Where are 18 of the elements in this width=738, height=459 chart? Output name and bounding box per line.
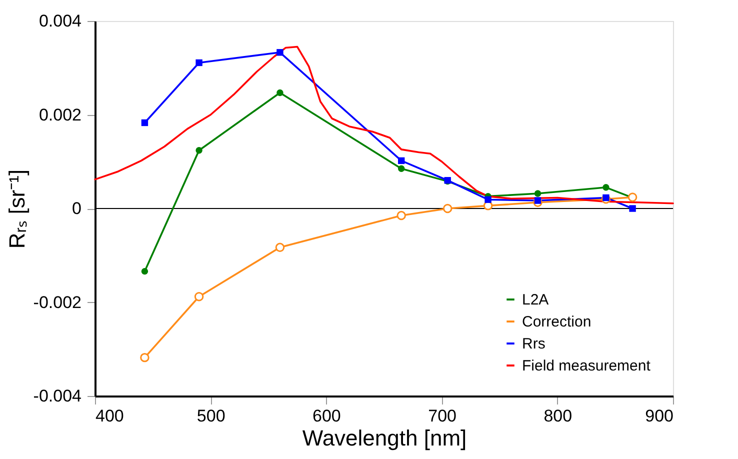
- legend-label: Rrs: [522, 336, 546, 352]
- legend-label: Field measurement: [522, 358, 652, 374]
- y-axis-title: Rᵣₛ [sr⁻¹]: [4, 169, 30, 249]
- x-tick-label: 900: [645, 406, 674, 426]
- legend-label: L2A: [522, 292, 549, 308]
- legend-label: Correction: [522, 314, 592, 330]
- x-tick-label: 700: [428, 406, 456, 426]
- y-tick-label: -0.002: [33, 292, 82, 312]
- x-tick-label: 500: [196, 406, 226, 426]
- x-tick-label: 600: [312, 406, 341, 426]
- x-axis-title: Wavelength [nm]: [302, 426, 467, 450]
- x-tick-label: 400: [96, 406, 124, 426]
- line-series: [94, 46, 674, 204]
- y-tick-label: -0.004: [33, 386, 82, 406]
- y-tick-label: 0.004: [38, 12, 82, 30]
- x-tick-label: 800: [544, 406, 572, 426]
- y-tick-label: 0.002: [38, 105, 82, 124]
- y-tick-label: 0: [72, 199, 82, 218]
